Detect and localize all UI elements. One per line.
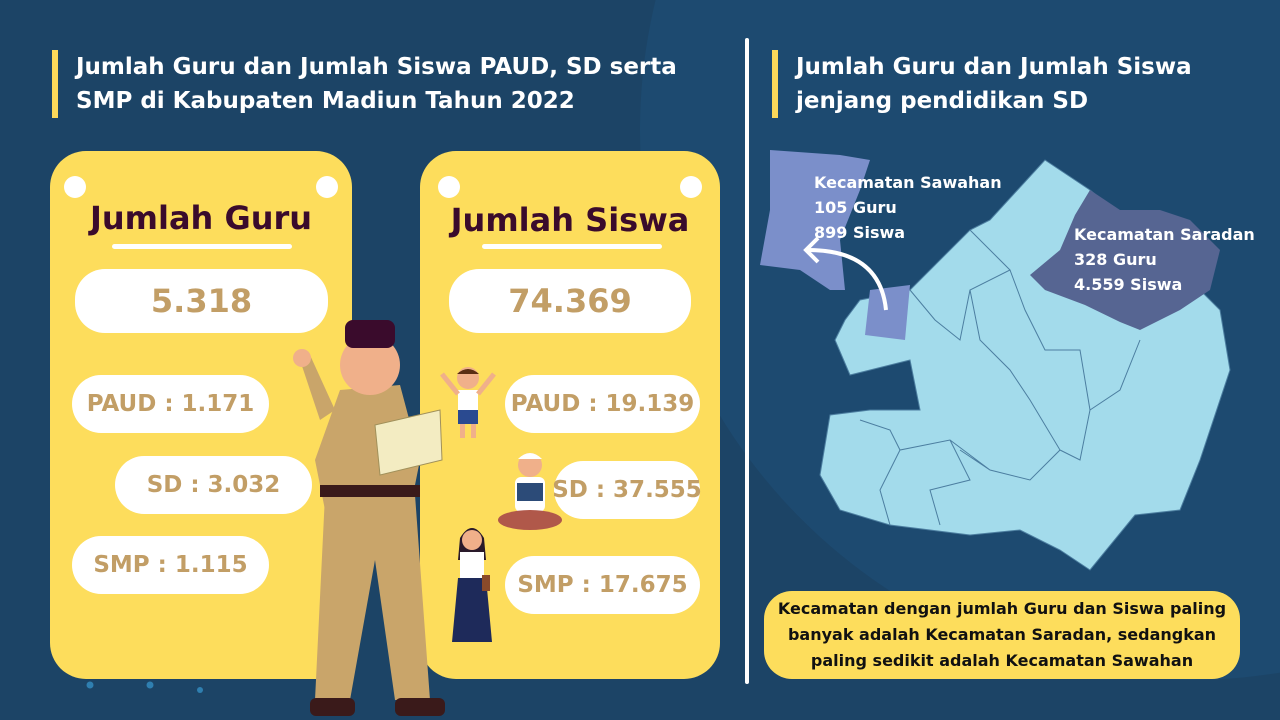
- card-hole: [438, 176, 460, 198]
- left-title: Jumlah Guru dan Jumlah Siswa PAUD, SD se…: [52, 50, 677, 118]
- left-title-line1: Jumlah Guru dan Jumlah Siswa PAUD, SD se…: [76, 54, 677, 80]
- right-title: Jumlah Guru dan Jumlah Siswa jenjang pen…: [772, 50, 1192, 118]
- guru-total: 5.318: [75, 269, 328, 333]
- heading-underline: [482, 244, 662, 249]
- saradan-guru: 328 Guru: [1074, 250, 1157, 269]
- guru-sd: SD : 3.032: [115, 456, 312, 514]
- sawahan-label: Kecamatan Sawahan 105 Guru 899 Siswa: [814, 170, 1002, 245]
- district-sawahan-south: [865, 285, 910, 340]
- guru-heading: Jumlah Guru: [89, 199, 313, 237]
- summary-note: Kecamatan dengan jumlah Guru dan Siswa p…: [764, 591, 1240, 679]
- left-title-line2: SMP di Kabupaten Madiun Tahun 2022: [76, 88, 575, 114]
- student-girl-illustration: [452, 528, 492, 642]
- arrow-icon: [807, 248, 888, 311]
- student-boy-illustration: [440, 367, 496, 438]
- summary-text: Kecamatan dengan jumlah Guru dan Siswa p…: [777, 599, 1227, 670]
- student-reading-illustration: [498, 453, 562, 530]
- guru-smp: SMP : 1.115: [72, 536, 269, 594]
- siswa-sd: SD : 37.555: [552, 461, 702, 519]
- district-saradan: [1030, 190, 1220, 330]
- arrow-head-icon: [803, 236, 820, 264]
- sawahan-guru: 105 Guru: [814, 198, 897, 217]
- saradan-label: Kecamatan Saradan 328 Guru 4.559 Siswa: [1074, 222, 1255, 297]
- sawahan-name: Kecamatan Sawahan: [814, 173, 1002, 192]
- siswa-total: 74.369: [449, 269, 691, 333]
- heading-underline: [112, 244, 292, 249]
- district-sawahan-north: [760, 150, 870, 290]
- card-hole: [316, 176, 338, 198]
- sawahan-siswa: 899 Siswa: [814, 223, 906, 242]
- divider: [745, 38, 749, 684]
- district-boundaries: [859, 229, 1141, 526]
- card-hole: [680, 176, 702, 198]
- right-title-line2: jenjang pendidikan SD: [796, 88, 1089, 114]
- saradan-name: Kecamatan Saradan: [1074, 225, 1255, 244]
- siswa-heading: Jumlah Siswa: [450, 201, 690, 239]
- right-title-line1: Jumlah Guru dan Jumlah Siswa: [796, 54, 1192, 80]
- madiun-map: [760, 150, 1231, 571]
- guru-card: Jumlah Guru 5.318 PAUD : 1.171 SD : 3.03…: [50, 151, 352, 679]
- teacher-illustration: [293, 320, 445, 716]
- saradan-siswa: 4.559 Siswa: [1074, 275, 1183, 294]
- siswa-card: Jumlah Siswa 74.369 PAUD : 19.139 SD : 3…: [420, 151, 720, 679]
- siswa-smp: SMP : 17.675: [505, 556, 700, 614]
- guru-paud: PAUD : 1.171: [72, 375, 269, 433]
- siswa-paud: PAUD : 19.139: [505, 375, 700, 433]
- card-hole: [64, 176, 86, 198]
